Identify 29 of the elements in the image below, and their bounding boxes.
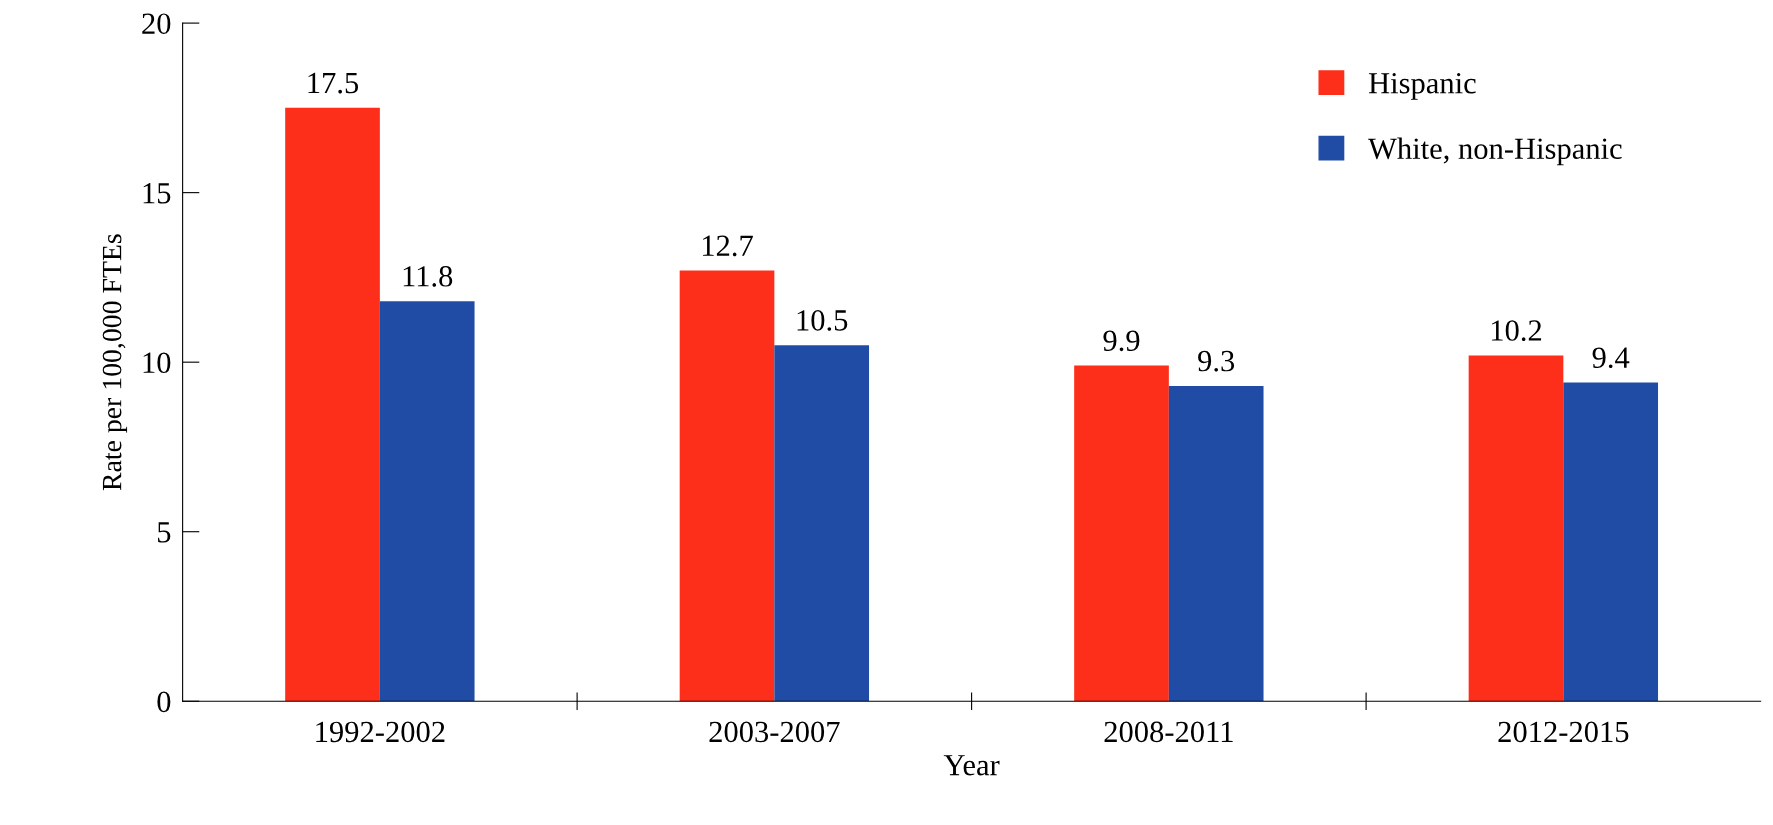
- bar: [679, 270, 775, 702]
- y-axis-title: Rate per 100,000 FTEs: [102, 234, 128, 491]
- x-tick-label: 1992-2002: [316, 721, 445, 743]
- data-label: 11.8: [403, 265, 453, 287]
- y-tick-label: 20: [142, 13, 171, 34]
- x-axis-title: Year: [943, 755, 1000, 776]
- data-label: 10.5: [797, 310, 848, 331]
- data-label: 9.3: [1198, 350, 1235, 372]
- data-label: 10.2: [1491, 320, 1542, 341]
- legend-label: White, non-Hispanic: [1368, 137, 1622, 166]
- data-label: 9.4: [1592, 347, 1630, 369]
- bar: [774, 345, 870, 702]
- data-label: 9.9: [1103, 330, 1140, 352]
- y-tick-label: 10: [143, 352, 171, 374]
- y-tick-label: 15: [143, 183, 171, 204]
- bar: [1168, 385, 1264, 702]
- legend-label: Hispanic: [1368, 73, 1476, 100]
- bar: [379, 301, 475, 702]
- bar: [285, 107, 380, 702]
- data-label: 17.5: [308, 72, 359, 94]
- y-tick-label: 5: [158, 522, 171, 543]
- x-tick-label: 2012-2015: [1498, 721, 1629, 743]
- bar: [1074, 365, 1169, 702]
- bar: [1563, 382, 1659, 702]
- y-tick-label: 0: [157, 691, 171, 713]
- x-tick-label: 2003-2007: [709, 721, 840, 743]
- bar: [1468, 355, 1564, 702]
- data-label: 12.7: [702, 235, 753, 257]
- x-tick-label: 2008-2011: [1104, 721, 1233, 743]
